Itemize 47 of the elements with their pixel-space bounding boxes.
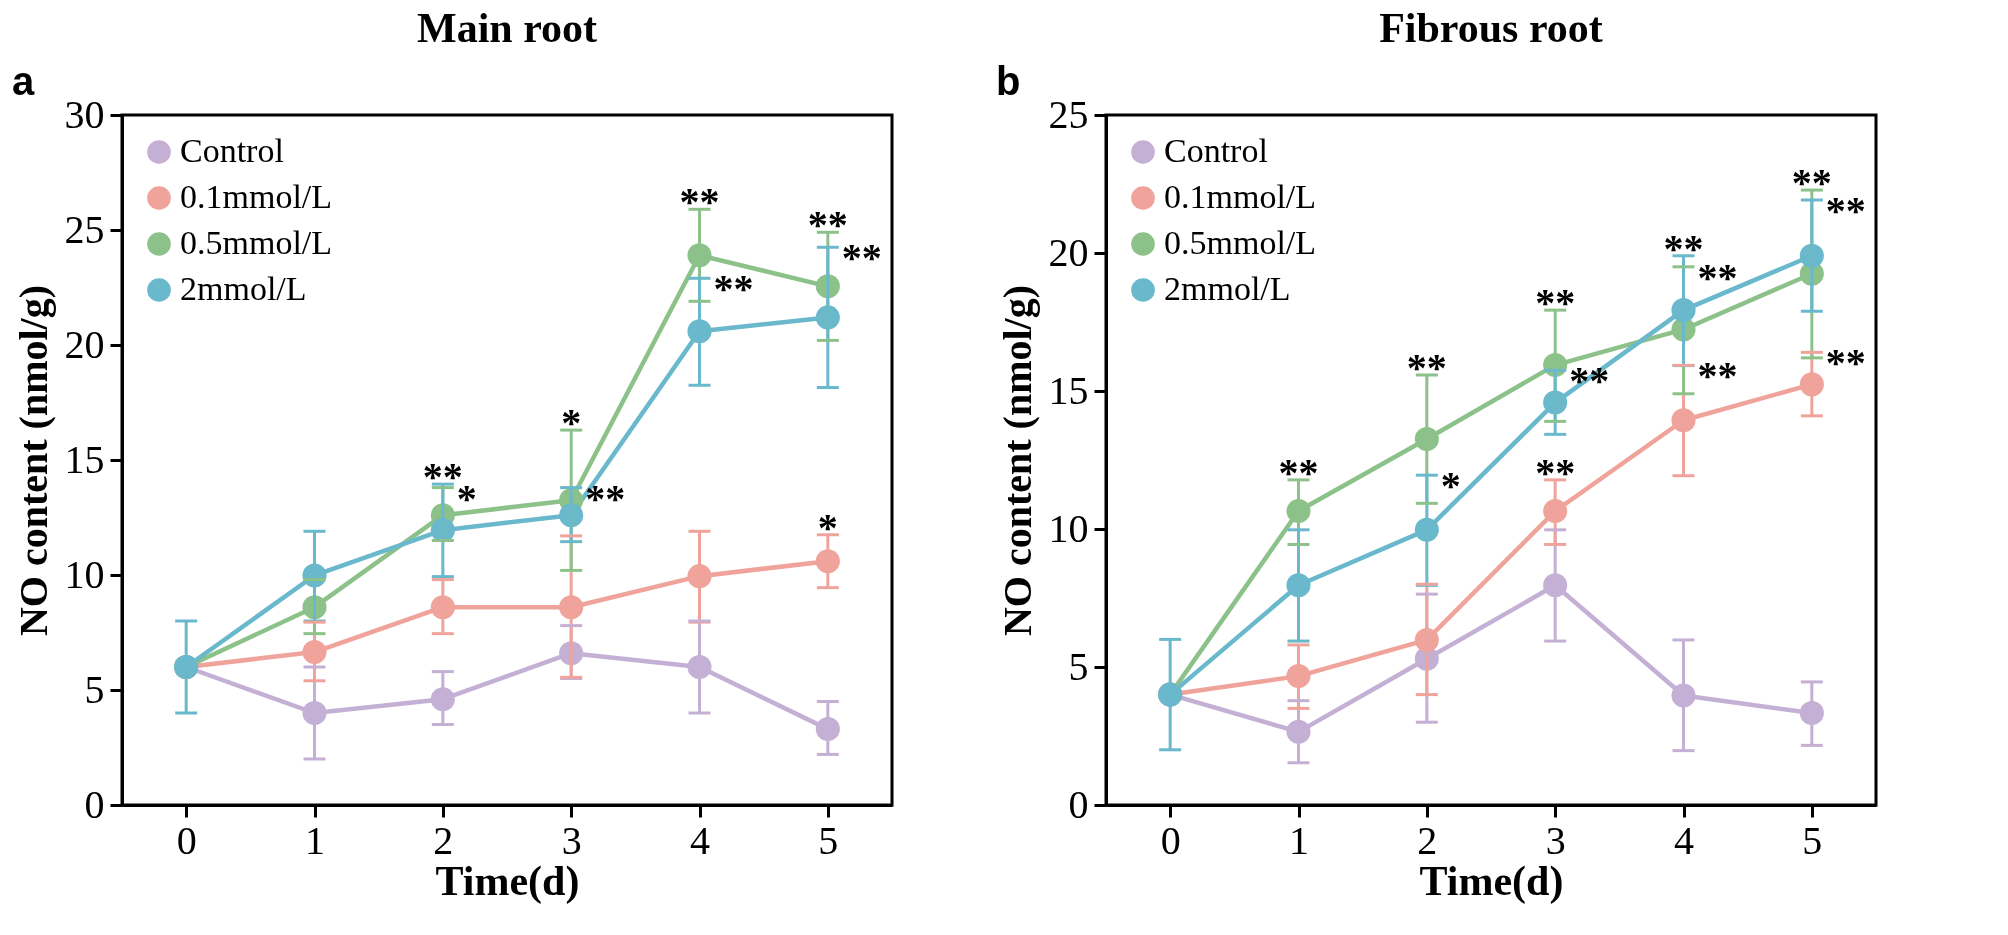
legend-label: 0.1mmol/L [180, 178, 333, 215]
annotation: ** [1825, 340, 1866, 386]
y-tick-label: 15 [1048, 367, 1089, 413]
x-tick-label: 1 [1289, 817, 1309, 863]
x-tick-label: 0 [1160, 817, 1181, 863]
y-tick-label: 20 [1048, 229, 1089, 275]
legend-label: Control [180, 132, 284, 169]
legend-label: 2mmol/L [1164, 270, 1291, 307]
legend-label: 0.5mmol/L [180, 224, 333, 261]
annotation: ** [585, 475, 626, 521]
y-tick-label: 10 [1048, 505, 1089, 551]
annotation: ** [1278, 449, 1319, 495]
annotation: ** [679, 179, 720, 225]
x-tick-label: 4 [1674, 817, 1694, 863]
y-tick-label: 15 [64, 436, 105, 482]
chart-title: Fibrous root [1379, 5, 1603, 51]
annotation: * [561, 400, 582, 446]
y-tick-label: 25 [64, 206, 105, 252]
annotation: ** [1535, 280, 1576, 326]
x-tick-label: 0 [176, 817, 197, 863]
y-tick-label: 0 [1068, 781, 1089, 827]
annotation: ** [1697, 353, 1738, 399]
annotation: ** [1406, 344, 1447, 390]
legend-label: 0.1mmol/L [1164, 178, 1317, 215]
x-tick-label: 5 [1802, 817, 1823, 863]
annotation: ** [1535, 449, 1576, 495]
y-axis-title: NO content (nmol/g) [10, 284, 56, 637]
annotation: ** [713, 266, 754, 312]
y-tick-label: 0 [84, 781, 105, 827]
x-tick-label: 1 [305, 817, 325, 863]
text: b [996, 59, 1021, 103]
x-tick-label: 4 [690, 817, 710, 863]
y-tick-label: 5 [1068, 643, 1089, 689]
y-tick-label: 20 [64, 321, 105, 367]
y-axis-title: NO content (nmol/g) [994, 284, 1040, 637]
legend-label: 0.5mmol/L [1164, 224, 1317, 261]
y-tick-label: 10 [64, 551, 105, 597]
y-tick-label: 5 [84, 666, 105, 712]
text: a [12, 59, 35, 103]
y-tick-label: 25 [1048, 91, 1089, 137]
annotation: * [1440, 463, 1461, 509]
legend-label: 2mmol/L [180, 270, 307, 307]
annotation: * [817, 504, 838, 550]
chart-title: Main root [416, 5, 598, 51]
legend-label: Control [1164, 132, 1268, 169]
y-tick-label: 30 [64, 91, 105, 137]
x-tick-label: 5 [818, 817, 839, 863]
